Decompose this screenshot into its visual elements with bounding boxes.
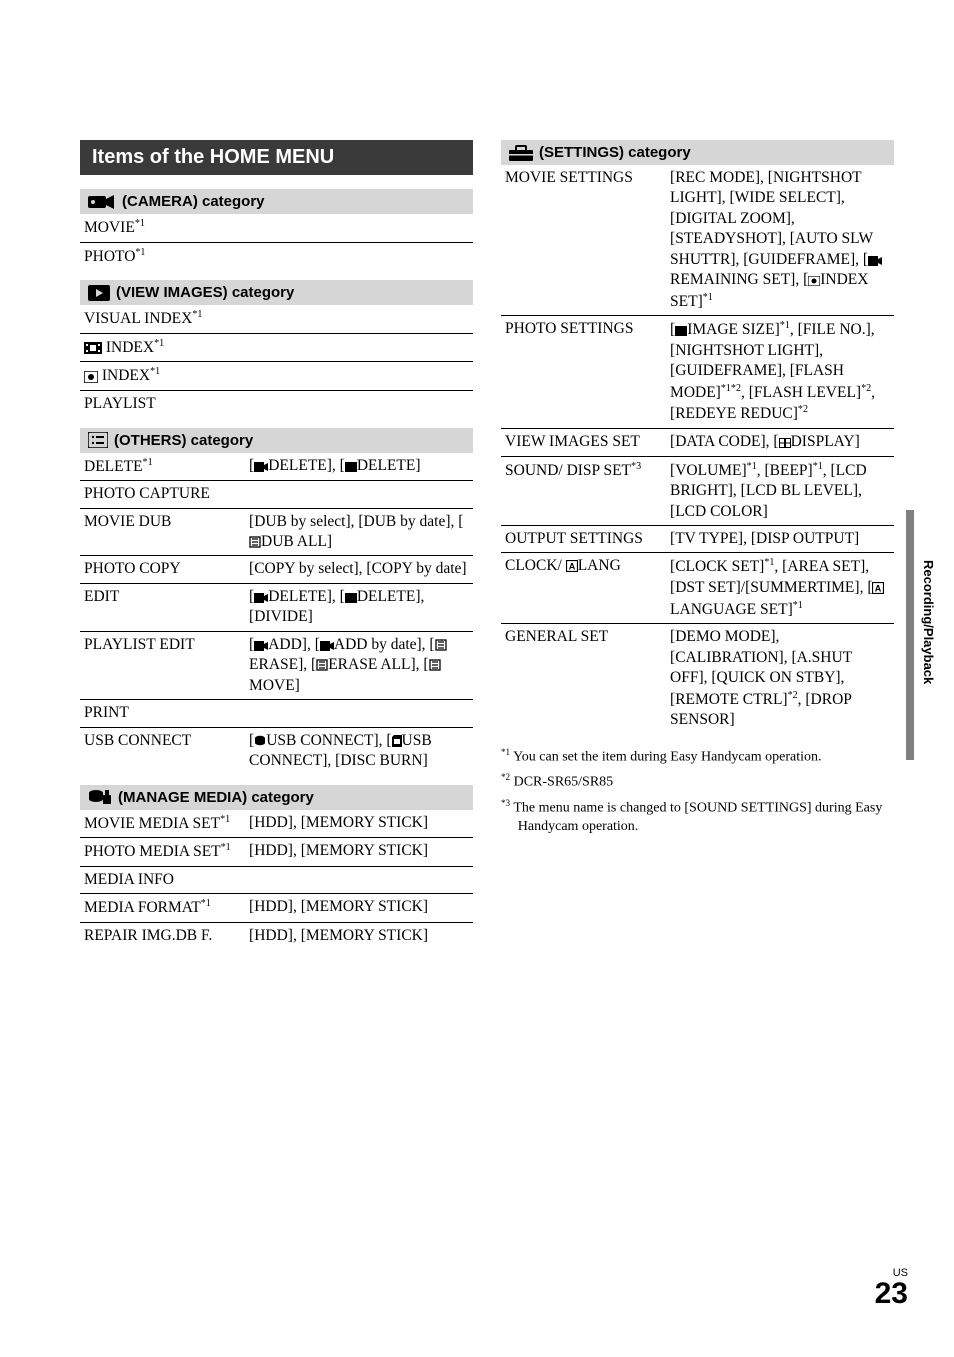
table-row-key: REPAIR IMG.DB F. <box>80 922 245 949</box>
svg-text:A: A <box>568 562 575 572</box>
table-row-key: MOVIE DUB <box>80 508 245 556</box>
table-row-key: PLAYLIST EDIT <box>80 631 245 699</box>
table-row-key: MEDIA FORMAT*1 <box>80 894 245 923</box>
table-row-value: [DUB by select], [DUB by date], [DUB ALL… <box>245 508 473 556</box>
camera-category-label: (CAMERA) category <box>122 193 265 210</box>
table-row-key: VIEW IMAGES SET <box>501 429 666 456</box>
footnote: *1 You can set the item during Easy Hand… <box>501 746 894 768</box>
table-row: INDEX*1 <box>80 362 473 391</box>
table-row-key: PHOTO MEDIA SET*1 <box>80 838 245 867</box>
table-row-key: PHOTO CAPTURE <box>80 481 245 508</box>
table-row-value: [CLOCK SET]*1, [AREA SET], [DST SET]/[SU… <box>666 553 894 624</box>
right-column: (SETTINGS) category MOVIE SETTINGS[REC M… <box>501 140 894 959</box>
manage-media-category-label: (MANAGE MEDIA) category <box>118 789 314 806</box>
table-row-key: OUTPUT SETTINGS <box>501 526 666 553</box>
camera-icon <box>88 194 116 210</box>
table-row: PLAYLIST <box>80 391 473 418</box>
settings-category-label: (SETTINGS) category <box>539 144 691 161</box>
table-row-value: [HDD], [MEMORY STICK] <box>245 894 473 923</box>
table-row-value: [HDD], [MEMORY STICK] <box>245 922 473 949</box>
table-row: MOVIE*1 <box>80 214 473 242</box>
left-column: Items of the HOME MENU (CAMERA) category… <box>80 140 473 959</box>
table-row-key: USB CONNECT <box>80 727 245 774</box>
others-category-header: (OTHERS) category <box>80 428 473 453</box>
table-row-key: MOVIE MEDIA SET*1 <box>80 810 245 838</box>
others-icon <box>88 432 108 448</box>
footnote: *2 DCR-SR65/SR85 <box>501 771 894 793</box>
settings-table: MOVIE SETTINGS[REC MODE], [NIGHTSHOT LIG… <box>501 165 894 734</box>
table-row-key: PRINT <box>80 700 245 727</box>
table-row: VISUAL INDEX*1 <box>80 305 473 333</box>
table-row-value: [REC MODE], [NIGHTSHOT LIGHT], [WIDE SEL… <box>666 165 894 316</box>
table-row-value <box>245 700 473 727</box>
table-row-key: SOUND/ DISP SET*3 <box>501 456 666 526</box>
table-row-value: [HDD], [MEMORY STICK] <box>245 810 473 838</box>
table-row-key: MEDIA INFO <box>80 866 245 893</box>
others-category-label: (OTHERS) category <box>114 432 253 449</box>
table-row-value: [DATA CODE], [DISPLAY] <box>666 429 894 456</box>
table-row-value: [TV TYPE], [DISP OUTPUT] <box>666 526 894 553</box>
film-roll-icon <box>84 342 102 354</box>
others-table: DELETE*1[DELETE], [DELETE]PHOTO CAPTUREM… <box>80 453 473 775</box>
view-images-category-label: (VIEW IMAGES) category <box>116 284 294 301</box>
footnotes: *1 You can set the item during Easy Hand… <box>501 746 894 838</box>
table-row-value: [COPY by select], [COPY by date] <box>245 556 473 583</box>
table-row-value: [HDD], [MEMORY STICK] <box>245 838 473 867</box>
table-row-key: DELETE*1 <box>80 453 245 481</box>
page-number: US 23 <box>875 1268 908 1309</box>
manage-media-icon <box>88 789 112 805</box>
footnote: *3 The menu name is changed to [SOUND SE… <box>501 797 894 837</box>
home-menu-title: Items of the HOME MENU <box>80 140 473 175</box>
play-icon <box>88 285 110 301</box>
camera-category-header: (CAMERA) category <box>80 189 473 214</box>
table-row-value: [ADD], [ADD by date], [ERASE], [ERASE AL… <box>245 631 473 699</box>
settings-category-header: (SETTINGS) category <box>501 140 894 165</box>
table-row-key: GENERAL SET <box>501 624 666 734</box>
view-images-category-header: (VIEW IMAGES) category <box>80 280 473 305</box>
table-row-key: MOVIE SETTINGS <box>501 165 666 316</box>
face-rect-icon <box>84 371 98 383</box>
side-tab-label: Recording/Playback <box>921 560 936 684</box>
table-row-value: [DEMO MODE], [CALIBRATION], [A.SHUT OFF]… <box>666 624 894 734</box>
table-row-value <box>245 481 473 508</box>
table-row-key: EDIT <box>80 583 245 631</box>
table-row-value: [DELETE], [DELETE], [DIVIDE] <box>245 583 473 631</box>
svg-text:A: A <box>875 584 882 594</box>
table-row-value: [USB CONNECT], [USB CONNECT], [DISC BURN… <box>245 727 473 774</box>
table-row: INDEX*1 <box>80 333 473 362</box>
table-row-value: [IMAGE SIZE]*1, [FILE NO.], [NIGHTSHOT L… <box>666 316 894 429</box>
table-row-value <box>245 866 473 893</box>
manage-media-category-header: (MANAGE MEDIA) category <box>80 785 473 810</box>
toolbox-icon <box>509 145 533 161</box>
camera-table: MOVIE*1 PHOTO*1 <box>80 214 473 270</box>
table-row-key: PHOTO SETTINGS <box>501 316 666 429</box>
table-row-key: PHOTO COPY <box>80 556 245 583</box>
manage-media-table: MOVIE MEDIA SET*1[HDD], [MEMORY STICK]PH… <box>80 810 473 950</box>
table-row: PHOTO*1 <box>80 242 473 270</box>
table-row-value: [VOLUME]*1, [BEEP]*1, [LCD BRIGHT], [LCD… <box>666 456 894 526</box>
table-row-key: CLOCK/ ALANG <box>501 553 666 624</box>
table-row-value: [DELETE], [DELETE] <box>245 453 473 481</box>
view-images-table: VISUAL INDEX*1 INDEX*1 INDEX*1 PLAYLIST <box>80 305 473 417</box>
